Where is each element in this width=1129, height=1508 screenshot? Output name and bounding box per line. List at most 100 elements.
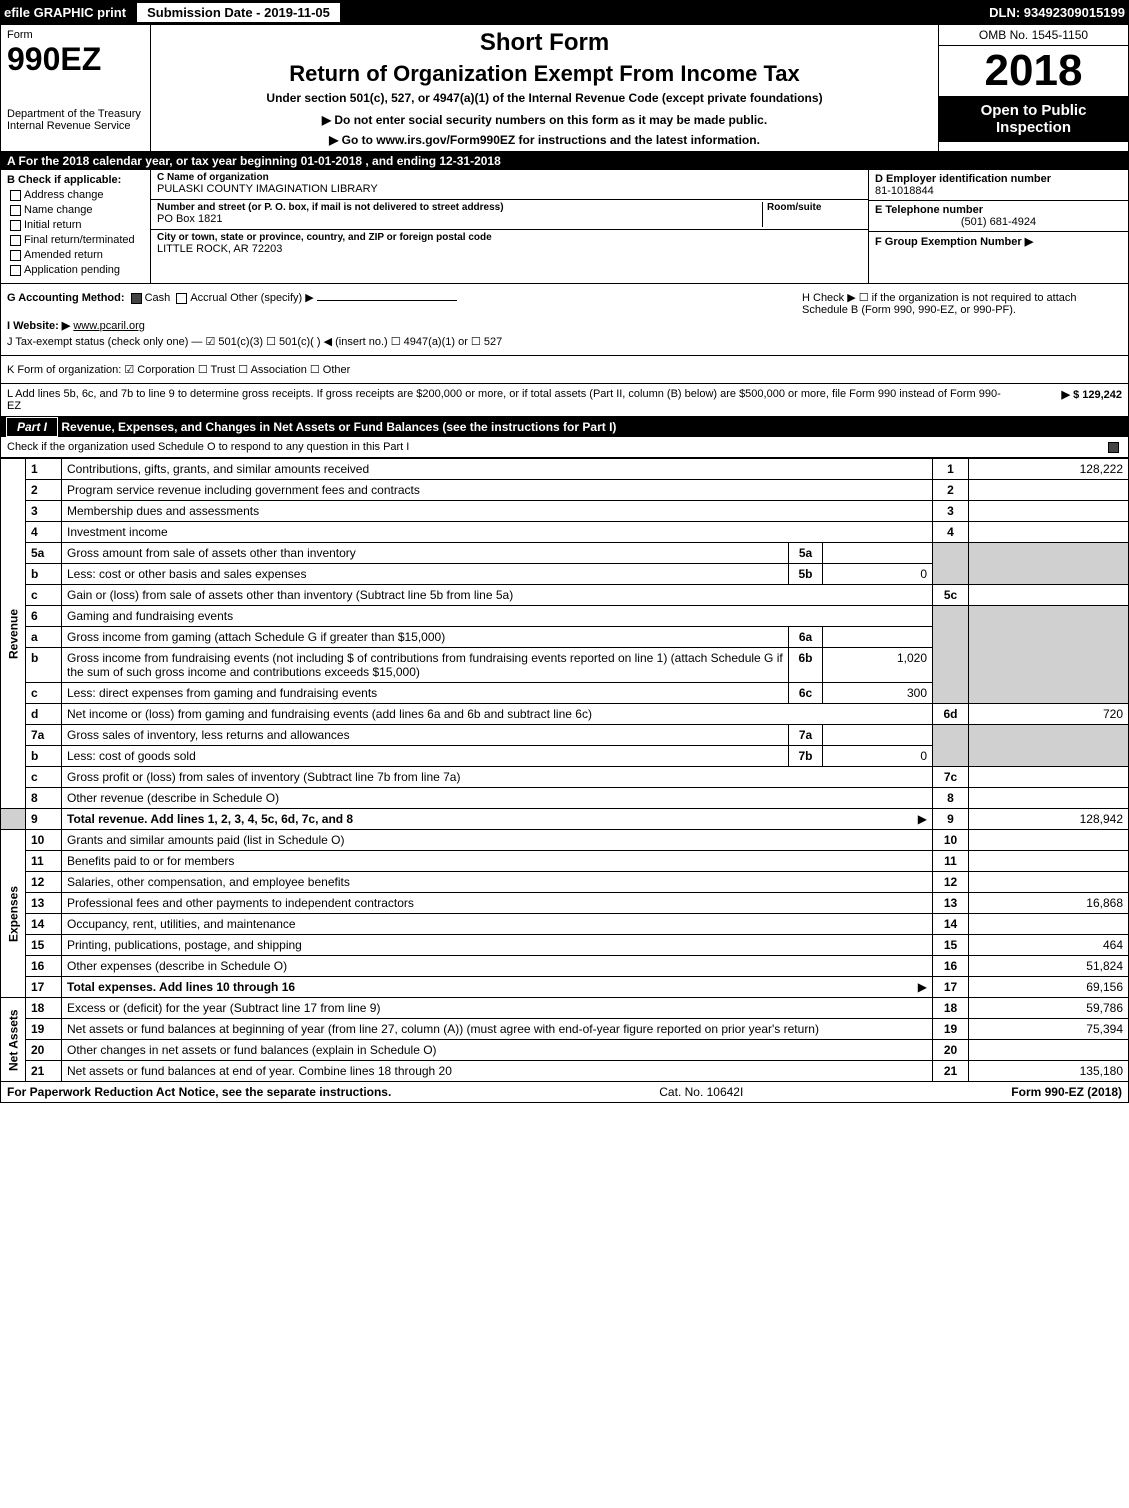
city-label: City or town, state or province, country… xyxy=(157,232,862,243)
line-7a-num: 7a xyxy=(26,725,62,746)
line-4-ref: 4 xyxy=(933,522,969,543)
line-6b-minival: 1,020 xyxy=(823,648,933,683)
header-left: Form 990EZ Department of the Treasury In… xyxy=(1,25,151,151)
line-7a-minival xyxy=(823,725,933,746)
line-20-ref: 20 xyxy=(933,1040,969,1061)
goto-link[interactable]: ▶ Go to www.irs.gov/Form990EZ for instru… xyxy=(161,133,928,147)
check-accrual[interactable] xyxy=(176,293,187,304)
form-title: Return of Organization Exempt From Incom… xyxy=(161,61,928,87)
shaded-6 xyxy=(933,606,969,704)
check-amended-return[interactable]: Amended return xyxy=(7,249,144,261)
tax-exempt-status: J Tax-exempt status (check only one) — ☑… xyxy=(7,335,1122,348)
line-12-num: 12 xyxy=(26,872,62,893)
line-10-desc: Grants and similar amounts paid (list in… xyxy=(62,830,933,851)
line-16-amount: 51,824 xyxy=(969,956,1129,977)
line-15-num: 15 xyxy=(26,935,62,956)
section-c: C Name of organization PULASKI COUNTY IM… xyxy=(151,170,868,283)
line-14-ref: 14 xyxy=(933,914,969,935)
line-11-amount xyxy=(969,851,1129,872)
line-4-desc: Investment income xyxy=(62,522,933,543)
line-5b-mini: 5b xyxy=(789,564,823,585)
line-15-desc: Printing, publications, postage, and shi… xyxy=(62,935,933,956)
form-word: Form xyxy=(7,29,144,41)
line-11-desc: Benefits paid to or for members xyxy=(62,851,933,872)
phone-label: E Telephone number xyxy=(875,204,1122,216)
ein-label: D Employer identification number xyxy=(875,173,1122,185)
line-8-num: 8 xyxy=(26,788,62,809)
info-block: B Check if applicable: Address change Na… xyxy=(0,170,1129,284)
tax-year: 2018 xyxy=(939,46,1128,96)
part-1-header: Part I Revenue, Expenses, and Changes in… xyxy=(0,417,1129,437)
line-11-ref: 11 xyxy=(933,851,969,872)
line-6b-num: b xyxy=(26,648,62,683)
website-value[interactable]: www.pcaril.org xyxy=(73,320,145,332)
check-final-return[interactable]: Final return/terminated xyxy=(7,234,144,246)
line-17-amount: 69,156 xyxy=(969,977,1129,998)
check-application-pending[interactable]: Application pending xyxy=(7,264,144,276)
accounting-method-label: G Accounting Method: xyxy=(7,292,125,304)
shaded-5 xyxy=(933,543,969,585)
line-5b-minival: 0 xyxy=(823,564,933,585)
part-1-title: Revenue, Expenses, and Changes in Net As… xyxy=(61,420,616,434)
line-8-amount xyxy=(969,788,1129,809)
header-right: OMB No. 1545-1150 2018 Open to Public In… xyxy=(938,25,1128,151)
part-1-check-text: Check if the organization used Schedule … xyxy=(7,441,1105,453)
line-21-ref: 21 xyxy=(933,1061,969,1082)
form-of-organization: K Form of organization: ☑ Corporation ☐ … xyxy=(7,363,1122,376)
line-14-desc: Occupancy, rent, utilities, and maintena… xyxy=(62,914,933,935)
check-name-change[interactable]: Name change xyxy=(7,204,144,216)
page-footer: For Paperwork Reduction Act Notice, see … xyxy=(0,1082,1129,1103)
part-1-check-row: Check if the organization used Schedule … xyxy=(0,437,1129,458)
check-cash[interactable] xyxy=(131,293,142,304)
expenses-label: Expenses xyxy=(1,830,26,998)
shaded-7 xyxy=(933,725,969,767)
schedule-o-checkbox[interactable] xyxy=(1108,442,1119,453)
org-name: PULASKI COUNTY IMAGINATION LIBRARY xyxy=(157,183,862,195)
line-19-amount: 75,394 xyxy=(969,1019,1129,1040)
other-method-input[interactable] xyxy=(317,300,457,301)
section-h: H Check ▶ ☐ if the organization is not r… xyxy=(802,291,1122,316)
line-7b-mini: 7b xyxy=(789,746,823,767)
line-3-amount xyxy=(969,501,1129,522)
line-4-num: 4 xyxy=(26,522,62,543)
check-address-change[interactable]: Address change xyxy=(7,189,144,201)
line-20-amount xyxy=(969,1040,1129,1061)
line-18-amount: 59,786 xyxy=(969,998,1129,1019)
line-16-num: 16 xyxy=(26,956,62,977)
line-5c-desc: Gain or (loss) from sale of assets other… xyxy=(62,585,933,606)
line-16-ref: 16 xyxy=(933,956,969,977)
top-bar: efile GRAPHIC print Submission Date - 20… xyxy=(0,0,1129,25)
line-17-desc: Total expenses. Add lines 10 through 16 xyxy=(67,980,295,994)
line-17-ref: 17 xyxy=(933,977,969,998)
irs-label: Internal Revenue Service xyxy=(7,120,144,132)
line-6d-num: d xyxy=(26,704,62,725)
line-9-amount: 128,942 xyxy=(969,809,1129,830)
line-4-amount xyxy=(969,522,1129,543)
line-2-num: 2 xyxy=(26,480,62,501)
header-center: Short Form Return of Organization Exempt… xyxy=(151,25,938,151)
line-6a-desc: Gross income from gaming (attach Schedul… xyxy=(62,627,789,648)
line-6c-minival: 300 xyxy=(823,683,933,704)
line-7c-amount xyxy=(969,767,1129,788)
line-5c-amount xyxy=(969,585,1129,606)
line-6a-mini: 6a xyxy=(789,627,823,648)
line-5b-desc: Less: cost or other basis and sales expe… xyxy=(62,564,789,585)
efile-label: efile GRAPHIC print xyxy=(4,5,126,20)
line-6d-amount: 720 xyxy=(969,704,1129,725)
street-address: PO Box 1821 xyxy=(157,213,762,225)
line-7c-num: c xyxy=(26,767,62,788)
line-6c-num: c xyxy=(26,683,62,704)
check-initial-return[interactable]: Initial return xyxy=(7,219,144,231)
section-b: B Check if applicable: Address change Na… xyxy=(1,170,151,283)
street-label: Number and street (or P. O. box, if mail… xyxy=(157,202,762,213)
line-18-num: 18 xyxy=(26,998,62,1019)
line-6-desc: Gaming and fundraising events xyxy=(62,606,933,627)
line-9-num: 9 xyxy=(26,809,62,830)
line-2-amount xyxy=(969,480,1129,501)
line-5a-desc: Gross amount from sale of assets other t… xyxy=(62,543,789,564)
website-label: I Website: ▶ xyxy=(7,320,70,332)
shaded-7-amt xyxy=(969,725,1129,767)
line-6d-ref: 6d xyxy=(933,704,969,725)
line-9-ref: 9 xyxy=(933,809,969,830)
line-21-num: 21 xyxy=(26,1061,62,1082)
